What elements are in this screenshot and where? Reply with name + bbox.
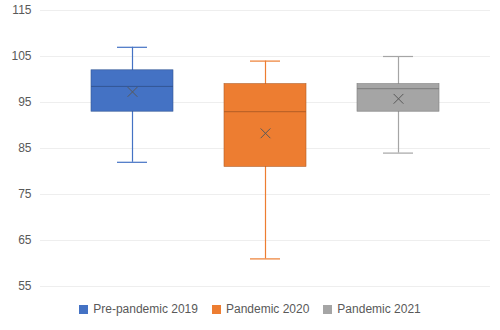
svg-text:85: 85 bbox=[18, 141, 32, 155]
svg-text:95: 95 bbox=[18, 95, 32, 109]
svg-text:115: 115 bbox=[12, 3, 31, 17]
html-text:Pandemic 2021: Pandemic 2021 bbox=[337, 302, 421, 316]
svg-text:75: 75 bbox=[18, 187, 32, 201]
svg-text:55: 55 bbox=[18, 279, 32, 293]
html-text:Pre-pandemic 2019: Pre-pandemic 2019 bbox=[93, 302, 198, 316]
html-text:Pandemic 2020: Pandemic 2020 bbox=[226, 302, 310, 316]
svg-text:65: 65 bbox=[18, 233, 32, 247]
svg-text:105: 105 bbox=[11, 49, 31, 63]
